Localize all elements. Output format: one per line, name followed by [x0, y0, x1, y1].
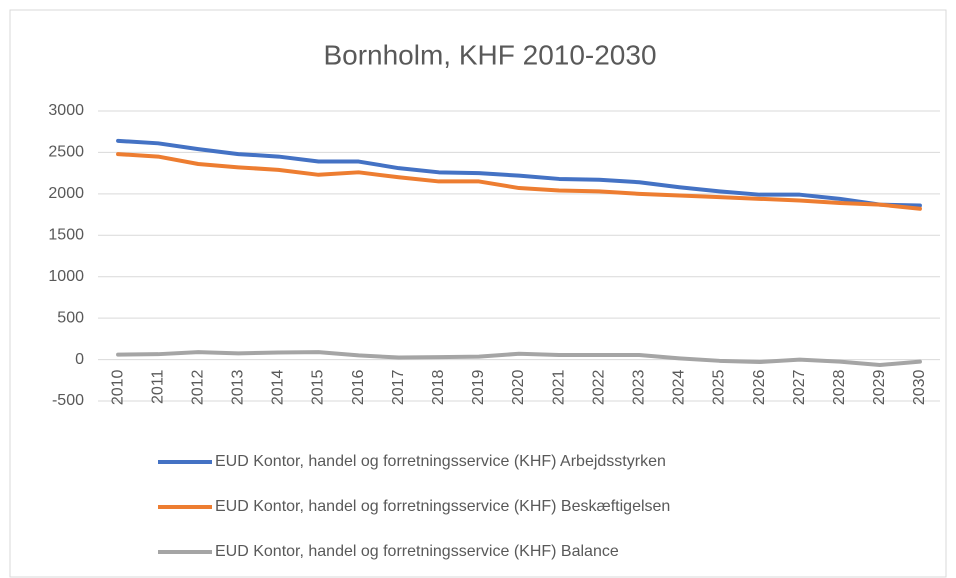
x-tick-label: 2018 [430, 369, 447, 405]
x-tick-label: 2028 [831, 369, 848, 405]
y-tick-label: -500 [52, 392, 84, 409]
x-tick-label: 2014 [270, 369, 287, 405]
x-tick-label: 2019 [470, 369, 487, 405]
x-tick-label: 2029 [871, 369, 888, 405]
x-tick-label: 2017 [390, 369, 407, 405]
chart-frame [9, 9, 947, 578]
y-tick-label: 3000 [48, 102, 84, 119]
series-line [116, 138, 922, 208]
x-tick-label: 2022 [590, 369, 607, 405]
x-tick-label: 2013 [230, 369, 247, 405]
series-line [116, 350, 922, 367]
x-tick-label: 2021 [550, 369, 567, 405]
legend-label: EUD Kontor, handel og forretningsservice… [215, 543, 619, 560]
x-tick-label: 2020 [510, 369, 527, 405]
y-tick-label: 1500 [48, 227, 84, 244]
x-tick-label: 2012 [189, 369, 206, 405]
y-tick-label: 2500 [48, 144, 84, 161]
x-tick-label: 2024 [671, 369, 688, 405]
x-tick-label: 2016 [350, 369, 367, 405]
y-tick-label: 2000 [48, 185, 84, 202]
legend-label: EUD Kontor, handel og forretningsservice… [215, 453, 666, 470]
x-tick-label: 2015 [310, 369, 327, 405]
x-tick-label: 2011 [149, 369, 166, 404]
x-tick-label: 2026 [751, 369, 768, 405]
x-tick-label: 2025 [711, 369, 728, 405]
series-line [116, 152, 922, 211]
y-tick-label: 500 [57, 309, 84, 326]
chart-title: Bornholm, KHF 2010-2030 [323, 39, 656, 70]
y-tick-label: 0 [75, 351, 84, 368]
x-tick-label: 2010 [109, 369, 126, 405]
x-tick-label: 2027 [791, 369, 808, 405]
y-tick-label: 1000 [48, 268, 84, 285]
x-tick-label: 2030 [911, 369, 928, 405]
legend-label: EUD Kontor, handel og forretningsservice… [215, 498, 670, 515]
x-tick-label: 2023 [631, 369, 648, 405]
